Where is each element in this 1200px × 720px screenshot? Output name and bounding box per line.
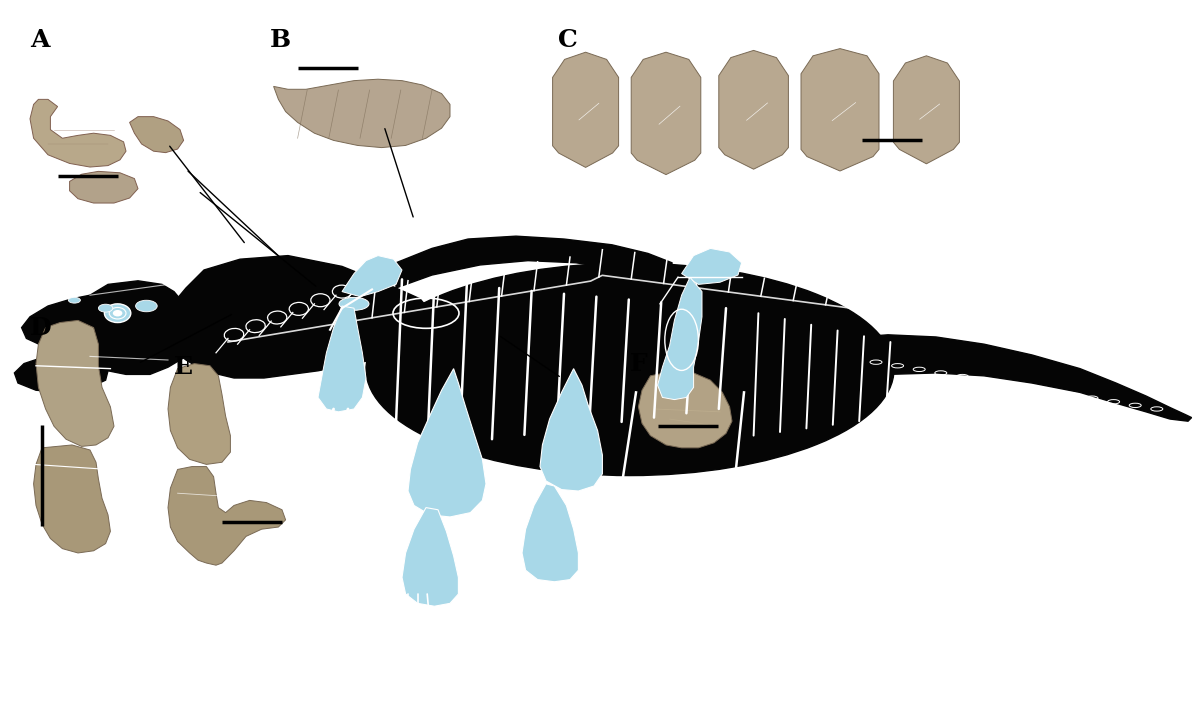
Polygon shape [840,335,1192,421]
Polygon shape [168,364,230,464]
Polygon shape [894,55,960,164]
Polygon shape [72,281,192,374]
Polygon shape [130,117,184,153]
Polygon shape [274,79,450,148]
Ellipse shape [366,264,894,475]
Polygon shape [408,369,486,517]
Polygon shape [168,467,286,565]
Polygon shape [658,277,702,400]
Polygon shape [342,256,402,297]
Ellipse shape [68,297,80,303]
Text: C: C [558,28,578,52]
Polygon shape [631,53,701,175]
Ellipse shape [98,304,113,312]
Polygon shape [638,371,732,448]
Text: B: B [270,28,292,52]
Polygon shape [540,369,602,491]
Polygon shape [402,508,458,606]
Ellipse shape [340,297,370,310]
Polygon shape [318,306,366,412]
Polygon shape [162,256,438,378]
Text: E: E [174,356,193,379]
Polygon shape [719,50,788,169]
Polygon shape [522,484,578,582]
Polygon shape [552,53,619,167]
Ellipse shape [104,304,131,323]
Polygon shape [396,236,672,288]
Polygon shape [802,49,878,171]
Ellipse shape [136,300,157,312]
Polygon shape [34,445,110,553]
Polygon shape [14,354,108,392]
Ellipse shape [113,310,122,317]
Text: F: F [630,352,648,376]
Polygon shape [36,320,114,446]
Text: D: D [30,316,52,340]
Text: A: A [30,28,49,52]
Polygon shape [30,99,126,167]
Polygon shape [22,295,102,349]
Polygon shape [70,171,138,203]
Polygon shape [682,248,742,284]
